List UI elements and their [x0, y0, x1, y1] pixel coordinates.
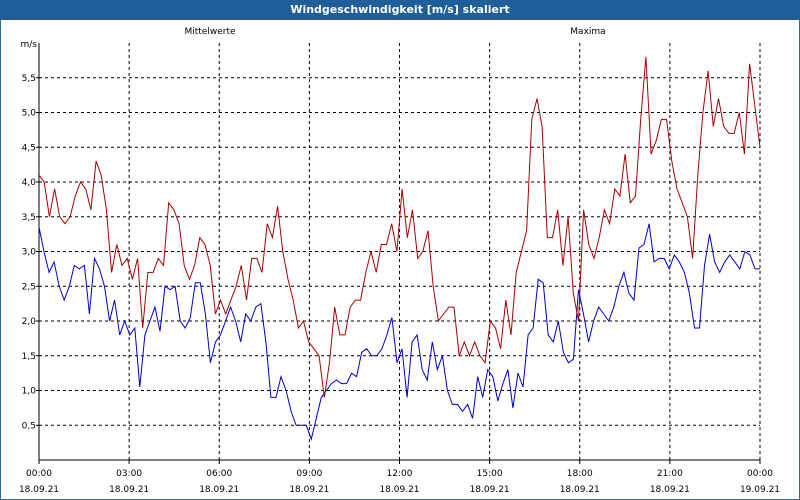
y-tick-label: 4,5	[22, 143, 36, 153]
y-axis-unit-label: m/s	[21, 40, 38, 50]
chart-title: Windgeschwindigkeit [m/s] skaliert	[0, 0, 800, 20]
legend-entry-mittelwerte: Mittelwerte	[184, 27, 235, 37]
y-tick-label: 2,5	[22, 282, 36, 292]
x-tick-time-label: 06:00	[206, 469, 232, 479]
x-tick-date-label: 18.09.21	[379, 485, 419, 495]
x-tick-date-label: 18.09.21	[560, 485, 600, 495]
axis-tick-labels: 0,5 1,0 1,5 2,0 2,5 3,0 3,5 4,0 4,5 5,0 5,5 00:00 18…	[19, 74, 780, 495]
y-tick-label: 4,0	[22, 178, 37, 188]
y-tick-label: 3,0	[22, 248, 37, 258]
x-tick-time-label: 09:00	[296, 469, 322, 479]
x-tick-time-label: 00:00	[26, 469, 52, 479]
series-line-mittelwerte	[38, 223, 760, 441]
series-lines	[38, 56, 761, 441]
x-tick-date-label: 18.09.21	[109, 485, 149, 495]
y-tick-label: 3,5	[22, 213, 36, 223]
y-tick-label: 1,0	[22, 387, 37, 397]
x-tick-date-label: 18.09.21	[289, 485, 329, 495]
x-tick-time-label: 03:00	[116, 469, 142, 479]
y-tick-label: 2,0	[22, 317, 37, 327]
series-line-maxima	[38, 56, 761, 398]
y-tick-label: 5,5	[22, 74, 36, 84]
y-tick-label: 0,5	[22, 421, 36, 431]
x-tick-time-label: 15:00	[477, 469, 503, 479]
x-tick-date-label: 18.09.21	[470, 485, 510, 495]
x-tick-time-label: 21:00	[657, 469, 683, 479]
x-tick-date-label: 19.09.21	[740, 485, 780, 495]
x-tick-time-label: 00:00	[747, 469, 773, 479]
x-tick-date-label: 18.09.21	[650, 485, 690, 495]
x-tick-time-label: 18:00	[567, 469, 593, 479]
legend-entry-maxima: Maxima	[570, 27, 605, 37]
x-tick-time-label: 12:00	[387, 469, 413, 479]
grid-lines	[36, 43, 761, 464]
x-tick-date-label: 18.09.21	[199, 485, 239, 495]
x-tick-date-label: 18.09.21	[19, 485, 59, 495]
y-tick-label: 1,5	[22, 352, 36, 362]
y-tick-label: 5,0	[22, 109, 37, 119]
